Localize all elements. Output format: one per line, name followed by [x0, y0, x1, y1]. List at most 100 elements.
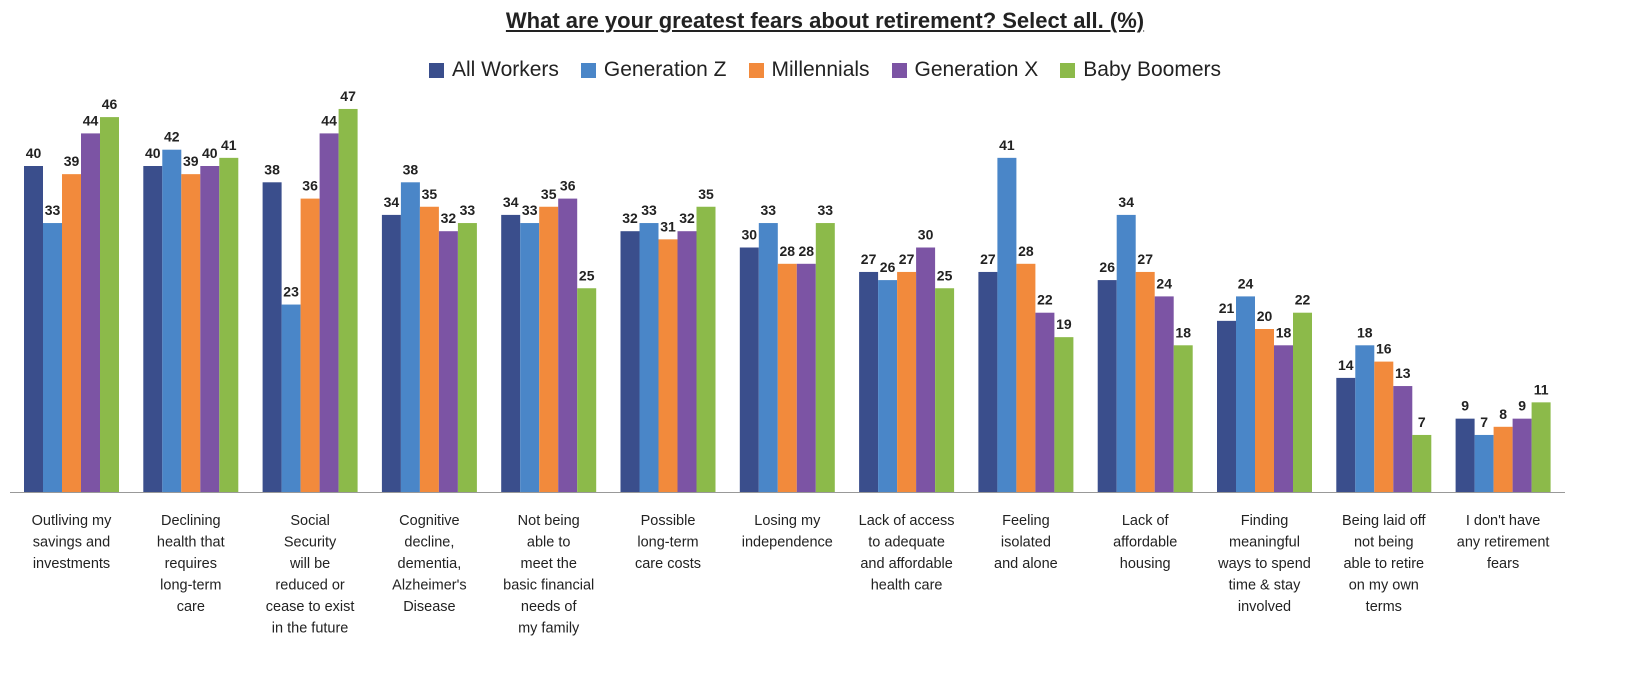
category-label-line: able to: [527, 535, 571, 551]
data-label: 22: [1037, 292, 1053, 308]
data-label: 25: [937, 267, 953, 283]
data-label: 7: [1418, 414, 1426, 430]
bar: [381, 214, 401, 492]
data-label: 30: [742, 227, 758, 243]
category-label: Cognitive decline, dementia, Alzheimer's Dis…: [392, 513, 466, 615]
bar: [81, 133, 100, 492]
category-label-line: terms: [1366, 599, 1402, 615]
data-label: 24: [1156, 275, 1172, 291]
legend-label: Millennials: [771, 58, 870, 81]
data-label: 23: [283, 284, 299, 300]
bar: [501, 214, 521, 492]
category-label-line: long-term: [160, 578, 221, 594]
data-label: 7: [1480, 414, 1488, 430]
legend-swatch: [748, 62, 764, 78]
bar: [162, 149, 182, 492]
category-label: Not being able to meet the basic financial n…: [503, 513, 594, 637]
bar: [43, 223, 62, 493]
bar: [539, 206, 559, 492]
bar: [1116, 214, 1136, 492]
data-label: 20: [1257, 308, 1273, 324]
bar: [997, 157, 1017, 492]
legend-item: Millennials: [748, 58, 870, 82]
category-label-line: Finding: [1241, 513, 1289, 529]
data-label: 32: [622, 210, 638, 226]
bar: [219, 157, 239, 492]
data-label: 33: [818, 202, 834, 218]
data-label: 18: [1357, 324, 1373, 340]
bar: [677, 231, 697, 492]
bar: [897, 271, 917, 492]
category-label-line: dementia,: [398, 556, 462, 572]
legend-swatch: [580, 62, 596, 78]
bar: [1531, 402, 1551, 492]
category-label-line: able to retire: [1343, 556, 1424, 572]
bar: [1274, 345, 1293, 492]
legend-label: Baby Boomers: [1083, 58, 1222, 81]
category-label: Losing my independence: [742, 513, 833, 551]
bar: [878, 280, 898, 492]
data-label: 36: [302, 178, 318, 194]
bar: [200, 166, 220, 492]
category-label-line: affordable: [1113, 535, 1177, 551]
category-label: Possible long-term care costs: [635, 513, 701, 572]
bar: [1097, 280, 1117, 492]
bar: [1054, 337, 1074, 492]
legend: All Workers Generation Z Millennials Genera…: [0, 58, 1650, 82]
data-label: 44: [83, 112, 99, 128]
data-label: 27: [980, 251, 996, 267]
data-label: 35: [422, 186, 438, 202]
category-label-line: health that: [157, 535, 225, 551]
category-label-line: Disease: [403, 599, 455, 615]
category-label-line: requires: [165, 556, 217, 572]
bar: [1493, 426, 1513, 492]
bar: [24, 166, 43, 492]
legend-item: All Workers: [428, 58, 559, 82]
bar: [1173, 345, 1193, 492]
data-label: 27: [1137, 251, 1153, 267]
category-label-line: housing: [1120, 556, 1171, 572]
data-label: 9: [1461, 398, 1469, 414]
data-label: 32: [441, 210, 457, 226]
category-label-line: long-term: [637, 535, 698, 551]
category-label-line: involved: [1238, 599, 1291, 615]
category-label-line: meet the: [520, 556, 576, 572]
category-label-line: Cognitive: [399, 513, 459, 529]
legend-swatch: [891, 62, 907, 78]
bar: [658, 239, 678, 492]
category-label: Lack of access to adequate and affordable h…: [859, 513, 955, 594]
bar: [796, 263, 816, 492]
category-label-line: will be: [289, 556, 330, 572]
data-label: 30: [918, 227, 934, 243]
bar: [457, 223, 477, 493]
category-label-line: Lack of: [1122, 513, 1170, 529]
bar: [400, 182, 420, 493]
bar: [1135, 271, 1155, 492]
bar: [815, 223, 835, 493]
category-label-line: in the future: [272, 621, 349, 637]
bar: [100, 117, 119, 492]
data-label: 24: [1238, 275, 1254, 291]
data-label: 21: [1219, 300, 1235, 316]
data-label: 33: [460, 202, 476, 218]
legend-label: Generation X: [914, 58, 1039, 81]
chart-title: What are your greatest fears about retir…: [505, 8, 1145, 33]
bar: [859, 271, 879, 492]
bar: [620, 231, 640, 492]
data-label: 16: [1376, 341, 1392, 357]
bar: [1293, 312, 1312, 492]
category-label: Being laid off not being able to retire on …: [1342, 513, 1427, 615]
data-label: 33: [45, 202, 61, 218]
data-label: 41: [221, 137, 237, 153]
bar: [281, 304, 301, 492]
category-label: Feeling isolated and alone: [994, 513, 1058, 572]
legend-label: All Workers: [451, 58, 559, 81]
data-label: 38: [264, 161, 280, 177]
bar: [1355, 345, 1375, 492]
data-label: 34: [503, 194, 519, 210]
legend-swatch: [428, 62, 444, 78]
data-label: 8: [1499, 406, 1507, 422]
category-label-line: Declining: [161, 513, 221, 529]
data-label: 34: [1118, 194, 1134, 210]
bar: [1374, 361, 1394, 492]
